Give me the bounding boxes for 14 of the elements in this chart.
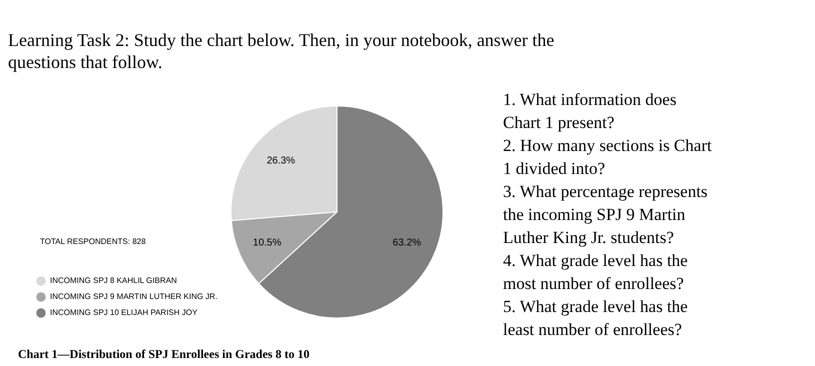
text: 4. What grade level has the most number of enrollees? — [503, 251, 688, 293]
data-label: 26.3% — [266, 155, 296, 166]
data-label: 10.5% — [252, 238, 282, 249]
legend-label: INCOMING SPJ 9 MARTIN LUTHER KING JR. — [50, 292, 218, 301]
legend-label: INCOMING SPJ 10 ELIJAH PARISH JOY — [50, 308, 198, 317]
text: 1. What information does Chart 1 present? — [503, 90, 676, 132]
text: 5. What grade level has the least number of enrollees? — [503, 297, 688, 339]
text: 3. What percentage represents the incoming SPJ 9 Martin Luther King Jr. students? — [503, 182, 708, 247]
caption: Chart 1—Distribution of SPJ Enrollees in Grades 8 to 10 — [18, 347, 310, 361]
chart-title: Learning Task 2: Study the chart below. Then, in your notebook, answer the questions that follow. — [8, 30, 554, 72]
text: 2. How many sections is Chart 1 divided into? — [503, 136, 712, 178]
legend-label: INCOMING SPJ 8 KAHLIL GIBRAN — [50, 276, 178, 285]
text: TOTAL RESPONDENTS: 828 — [40, 237, 146, 246]
data-label: 63.2% — [392, 238, 422, 249]
